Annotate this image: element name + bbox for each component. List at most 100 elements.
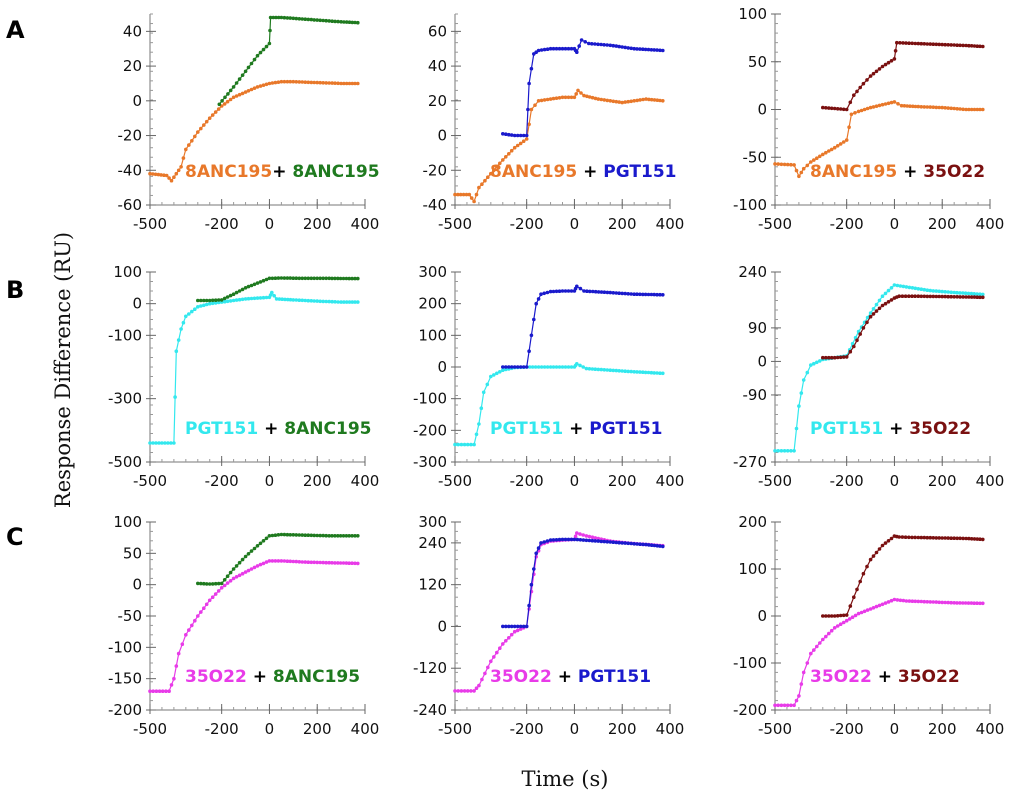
data-point — [249, 61, 254, 66]
legend-entry: PGT151 — [810, 419, 883, 439]
data-point — [614, 368, 619, 373]
data-point — [202, 606, 206, 610]
data-point — [350, 534, 354, 538]
data-point — [148, 171, 152, 176]
data-point — [344, 534, 349, 538]
data-point — [560, 537, 565, 542]
data-point — [848, 604, 853, 608]
data-point — [199, 126, 203, 131]
x-tick-label: 200 — [303, 215, 332, 233]
data-point — [573, 534, 578, 539]
data-point — [199, 298, 203, 303]
data-point — [204, 302, 209, 307]
data-point — [849, 112, 854, 117]
data-point — [566, 46, 571, 51]
y-tick-label: 50 — [748, 53, 767, 71]
data-point — [532, 567, 536, 571]
data-point — [356, 20, 360, 25]
data-point — [545, 539, 550, 543]
data-point — [859, 108, 864, 113]
data-point — [975, 537, 980, 541]
data-point — [596, 42, 600, 47]
data-point — [641, 97, 645, 102]
data-point — [587, 534, 592, 539]
data-point — [258, 296, 263, 300]
data-point — [646, 47, 651, 52]
data-point — [643, 370, 648, 375]
data-point — [841, 355, 846, 359]
data-point — [327, 19, 332, 23]
data-point — [545, 47, 550, 51]
data-point — [922, 599, 927, 604]
data-point — [883, 291, 888, 296]
data-point — [626, 46, 630, 50]
data-point — [792, 163, 796, 167]
data-point — [955, 107, 959, 111]
data-point — [952, 536, 956, 540]
data-point — [919, 105, 924, 109]
data-point — [333, 534, 337, 538]
data-point — [620, 291, 624, 296]
data-point — [234, 290, 239, 295]
data-point — [276, 80, 281, 84]
data-point — [865, 315, 870, 320]
data-point — [222, 299, 227, 304]
data-point — [940, 289, 944, 294]
data-point — [576, 88, 580, 93]
y-tick-label: 100 — [738, 5, 767, 23]
data-point — [210, 582, 215, 586]
data-point — [187, 312, 191, 316]
data-point — [521, 365, 526, 369]
data-point — [350, 20, 355, 25]
data-point — [626, 292, 630, 296]
data-point — [199, 581, 203, 586]
data-point — [794, 426, 799, 431]
data-point — [591, 289, 595, 294]
data-point — [187, 143, 191, 147]
data-point — [566, 365, 571, 369]
data-point — [489, 374, 493, 379]
data-point — [240, 297, 245, 302]
data-point — [827, 149, 831, 153]
data-point — [193, 618, 197, 623]
data-point — [199, 304, 203, 308]
data-point — [327, 534, 332, 538]
data-point — [821, 152, 825, 157]
data-point — [240, 557, 245, 562]
data-point — [344, 81, 349, 86]
data-point — [856, 611, 861, 616]
x-tick-label: 0 — [890, 720, 900, 738]
data-point — [838, 622, 843, 626]
data-point — [964, 43, 968, 48]
data-point — [880, 602, 885, 607]
data-point — [258, 541, 263, 546]
data-point — [148, 441, 152, 445]
data-point — [829, 614, 834, 618]
data-point — [258, 84, 263, 88]
y-tick-label: -100 — [733, 196, 767, 214]
data-point — [545, 290, 550, 295]
data-point — [342, 20, 346, 24]
data-point — [620, 541, 624, 545]
data-point — [658, 544, 662, 548]
data-point — [469, 689, 473, 693]
data-point — [623, 541, 627, 545]
data-point — [644, 542, 648, 547]
data-point — [978, 601, 982, 606]
data-point — [785, 162, 790, 167]
data-point — [865, 78, 869, 82]
data-point — [898, 284, 903, 288]
data-point — [602, 43, 606, 47]
data-point — [593, 367, 598, 372]
data-point — [593, 289, 598, 294]
data-point — [515, 143, 520, 148]
data-point — [264, 82, 269, 87]
data-point — [477, 422, 481, 426]
y-tick-label: 50 — [123, 544, 142, 562]
data-point — [961, 291, 965, 295]
data-point — [949, 536, 953, 540]
data-point — [315, 80, 320, 85]
data-point — [900, 294, 905, 299]
